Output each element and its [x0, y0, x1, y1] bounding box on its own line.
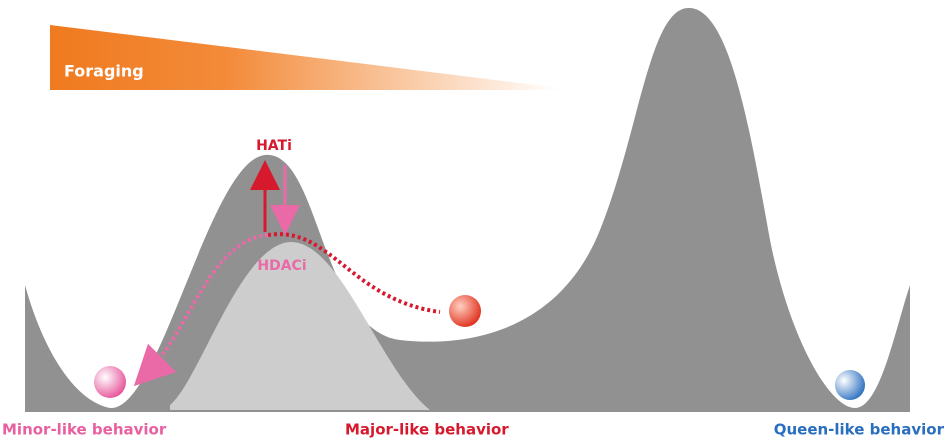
hdaci-label: HDACi — [257, 258, 306, 274]
diagram: Foraging HATi HDACi Minor-like behavior … — [0, 0, 947, 442]
queen-label: Queen-like behavior — [774, 421, 945, 439]
major-label: Major-like behavior — [345, 421, 509, 439]
hati-label: HATi — [256, 138, 292, 154]
banner-label: Foraging — [64, 62, 144, 81]
queen-ball — [835, 370, 865, 400]
major-ball — [449, 295, 481, 327]
minor-ball — [94, 366, 126, 398]
minor-label: Minor-like behavior — [2, 421, 167, 439]
